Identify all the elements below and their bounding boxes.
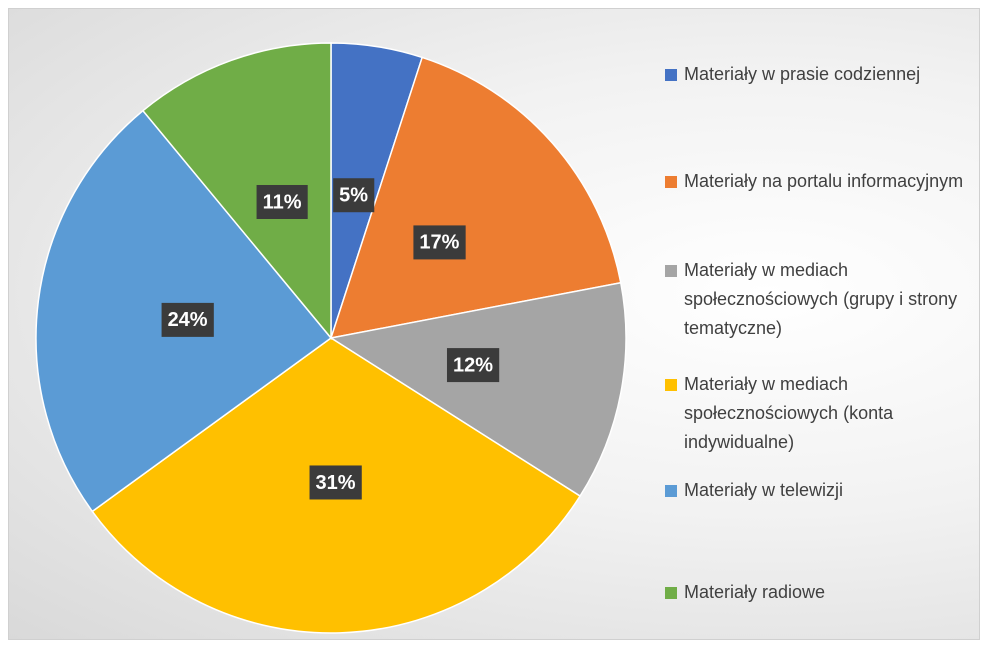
legend-label: Materiały na portalu informacyjnym [684,171,964,191]
legend-entry: Materiały radiowe [665,578,985,607]
data-label: 11% [263,191,302,213]
legend-entry: Materiały w mediach społecznościowych (k… [665,370,985,457]
legend-label: Materiały w mediach społecznościowych (k… [684,374,894,452]
data-label-box [256,184,308,219]
data-label-box [161,302,214,337]
legend-entry: Materiały w prasie codziennej [665,60,985,89]
data-label-box [309,465,362,500]
legend-label: Materiały w mediach społecznościowych (g… [684,260,958,338]
pie-slice [328,281,627,498]
legend-entry: Materiały w mediach społecznościowych (g… [665,256,985,343]
data-label-box [413,225,466,260]
legend-label: Materiały w telewizji [684,480,844,500]
data-label-box [333,178,375,213]
pie-slice [141,42,332,341]
legend-swatch [665,587,677,599]
legend-swatch [665,265,677,277]
legend-swatch [665,69,677,81]
legend-entry: Materiały na portalu informacyjnym [665,167,985,196]
legend-entry: Materiały w telewizji [665,476,985,505]
data-label: 17% [419,232,459,254]
legend-swatch [665,485,677,497]
pie-slice [329,56,622,339]
data-label: 5% [339,185,368,207]
legend-swatch [665,379,677,391]
data-label: 24% [168,309,208,331]
legend-label: Materiały w prasie codziennej [684,64,921,84]
data-label-box [446,348,500,383]
legend-swatch [665,176,677,188]
data-label: 31% [316,472,356,494]
legend-label: Materiały radiowe [684,582,826,602]
data-label: 12% [453,354,493,376]
